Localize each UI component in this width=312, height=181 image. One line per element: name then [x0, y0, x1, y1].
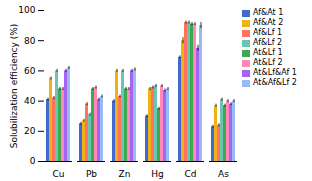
- html-text:At&Lf&Af 1: At&Lf&Af 1: [253, 68, 297, 77]
- html-text:Af&Lf 1: Af&Lf 1: [253, 28, 283, 37]
- html-text:At&Lf 2: At&Lf 2: [253, 58, 283, 67]
- html-text:Af&At 1: Af&At 1: [253, 8, 284, 17]
- svg-text:60: 60: [24, 66, 36, 76]
- svg-text:40: 40: [24, 96, 36, 106]
- svg-text:0: 0: [30, 156, 36, 166]
- svg-text:Solubilization efficiency (%): Solubilization efficiency (%): [9, 24, 19, 149]
- html-text:Af&At 2: Af&At 2: [253, 18, 284, 27]
- html-text:At&Lf 1: At&Lf 1: [253, 48, 283, 57]
- svg-text:100: 100: [18, 5, 35, 15]
- svg-text:Hg: Hg: [151, 169, 163, 179]
- svg-text:Zn: Zn: [119, 169, 131, 179]
- svg-text:Cu: Cu: [53, 169, 65, 179]
- html-text:At&Af&Lf 2: At&Af&Lf 2: [253, 78, 297, 87]
- svg-text:20: 20: [24, 126, 36, 136]
- svg-text:As: As: [218, 169, 229, 179]
- html-text:Af&Lf 2: Af&Lf 2: [253, 38, 283, 47]
- svg-text:Pb: Pb: [86, 169, 97, 179]
- svg-text:80: 80: [24, 36, 36, 46]
- svg-text:Cd: Cd: [185, 169, 197, 179]
